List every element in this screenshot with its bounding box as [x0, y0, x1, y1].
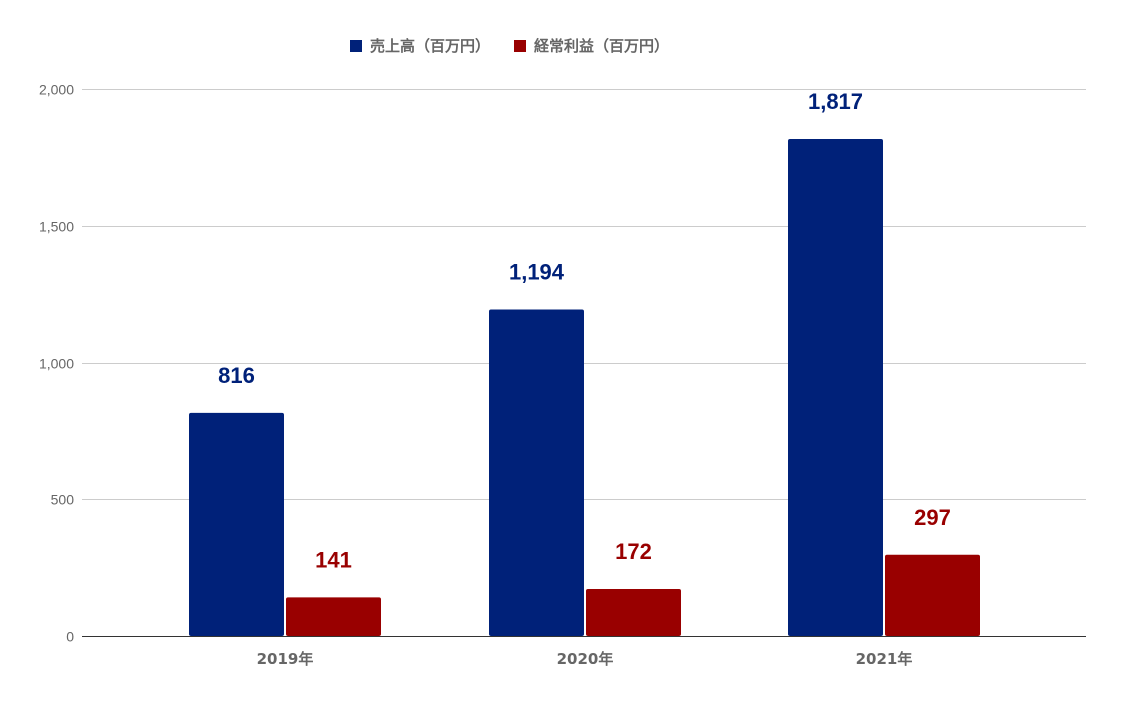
legend-label: 経常利益（百万円）	[534, 37, 669, 55]
bar	[189, 412, 284, 636]
data-labels: 816 141 1,194 172 1,817 297	[218, 89, 951, 572]
legend-swatch	[514, 40, 526, 52]
data-label: 1,817	[808, 89, 863, 114]
x-axis: 2019年 2020年 2021年	[82, 636, 1086, 668]
data-label: 297	[914, 505, 951, 530]
bar	[489, 309, 584, 636]
bars	[189, 139, 980, 636]
data-label: 141	[315, 547, 352, 572]
y-tick-label: 0	[66, 629, 74, 645]
bar	[286, 597, 381, 636]
x-category-label: 2019年	[257, 650, 314, 668]
legend-label: 売上高（百万円）	[370, 37, 490, 55]
data-label: 816	[218, 363, 255, 388]
bar	[788, 139, 883, 636]
y-tick-label: 2,000	[39, 82, 74, 98]
bar	[885, 554, 980, 636]
x-category-label: 2021年	[856, 650, 913, 668]
y-tick-label: 1,500	[39, 219, 74, 235]
y-axis-ticks: 0 500 1,000 1,500 2,000	[39, 82, 74, 645]
y-tick-label: 500	[51, 492, 75, 508]
legend: 売上高（百万円） 経常利益（百万円）	[350, 37, 669, 55]
bar	[586, 588, 681, 636]
y-tick-label: 1,000	[39, 356, 74, 372]
data-label: 1,194	[509, 259, 565, 284]
x-category-label: 2020年	[557, 650, 614, 668]
data-label: 172	[615, 539, 652, 564]
legend-swatch	[350, 40, 362, 52]
